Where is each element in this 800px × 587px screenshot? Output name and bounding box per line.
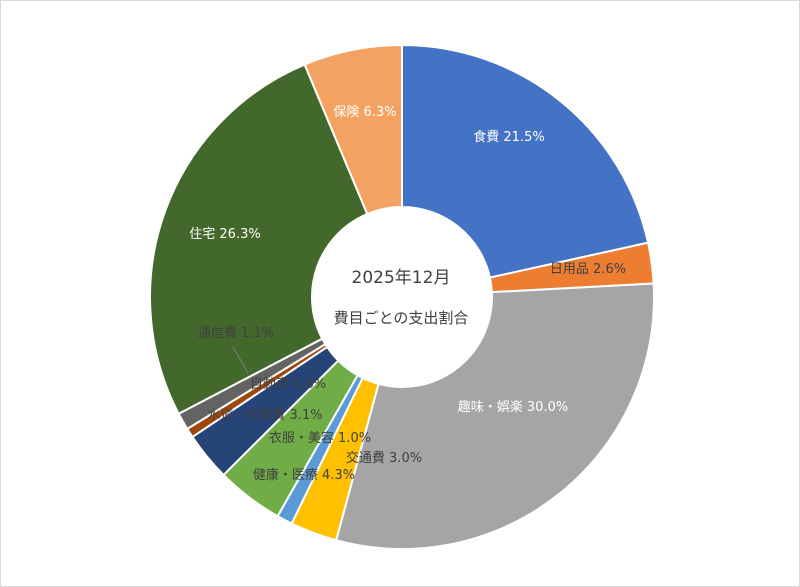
slice-label-4: 衣服・美容 1.0%: [269, 430, 371, 446]
slice-2: [334, 282, 655, 550]
leader-line-communication: [232, 346, 249, 374]
slices-group: [149, 43, 655, 550]
slice-label-10: 保険 6.3%: [333, 105, 396, 120]
slice-label-0: 食費 21.5%: [473, 129, 544, 145]
slice-label-3: 交通費 3.0%: [346, 450, 422, 466]
slice-label-8: 通信費 1.1%: [198, 326, 274, 341]
chart-subtitle: 費目ごとの支出割合: [334, 309, 469, 327]
slice-9: [149, 63, 369, 416]
chart-title: 2025年12月: [352, 268, 451, 288]
slice-label-5: 健康・医療 4.3%: [253, 467, 355, 483]
slice-label-9: 住宅 26.3%: [189, 227, 260, 242]
slice-10: [303, 43, 403, 216]
leader-lines: [232, 346, 249, 374]
slice-label-1: 日用品 2.6%: [550, 262, 626, 277]
labels-group: 食費 21.5% 日用品 2.6% 趣味・娯楽 30.0% 交通費 3.0% 衣服・美容…: [189, 105, 626, 483]
slice-label-2: 趣味・娯楽 30.0%: [458, 399, 568, 415]
slice-label-7: 自動車 0.6%: [250, 377, 326, 392]
slice-label-6: 水道・光熱費 3.1%: [207, 408, 322, 423]
slice-0: [401, 43, 650, 279]
